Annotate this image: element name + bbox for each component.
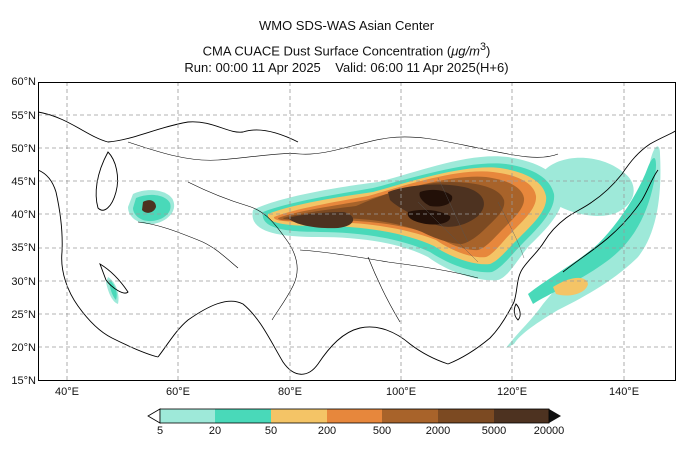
dust-contour-lv20000 — [419, 189, 453, 207]
lon-label: 80°E — [278, 386, 302, 398]
lat-label: 60°N — [11, 76, 36, 88]
lat-label: 20°N — [11, 342, 36, 354]
lat-label: 25°N — [11, 309, 36, 321]
colorbar-tick-label: 2000 — [425, 425, 451, 437]
colorbar-frame — [159, 408, 550, 424]
colorbar-tick-label: 20000 — [533, 425, 565, 437]
lat-label: 30°N — [11, 276, 36, 288]
title-product: CMA CUACE Dust Surface Concentration (μg… — [0, 39, 693, 59]
lon-label: 60°E — [166, 386, 190, 398]
taiwan-coast — [513, 303, 521, 321]
dust-contour-lv5000 — [288, 212, 354, 229]
colorbar-tick-label: 20 — [208, 425, 222, 437]
dust-contour-lv50 — [553, 277, 588, 296]
title-run-valid: Run: 00:00 11 Apr 2025 Valid: 06:00 11 A… — [0, 60, 693, 76]
map-frame — [38, 82, 676, 381]
lon-label: 40°E — [55, 386, 79, 398]
lat-label: 55°N — [11, 110, 36, 122]
border — [137, 221, 239, 269]
lat-label: 40°N — [11, 209, 36, 221]
colorbar-bin — [438, 409, 494, 423]
title-product-prefix: CMA CUACE Dust Surface Concentration ( — [202, 43, 452, 59]
colorbar-bin — [215, 409, 271, 423]
title-center: WMO SDS-WAS Asian Center — [258, 18, 435, 33]
colorbar-bin — [160, 409, 215, 423]
title-product-suffix: ) — [486, 43, 491, 59]
lon-label: 120°E — [496, 386, 528, 398]
japan-coast — [562, 169, 659, 273]
colorbar-arrow-left — [147, 408, 161, 424]
dust-concentration-map — [38, 82, 676, 381]
title-unit: μg/m — [451, 43, 480, 59]
colorbar — [147, 408, 561, 424]
dust-field — [106, 146, 661, 348]
colorbar-arrow-right — [549, 409, 561, 423]
caspian-sea — [95, 151, 119, 211]
run-time: Run: 00:00 11 Apr 2025 — [184, 60, 321, 75]
border — [417, 177, 525, 263]
border — [127, 136, 559, 161]
colorbar-tick-label: 50 — [264, 425, 278, 437]
lat-label: 15°N — [11, 375, 36, 387]
colorbar-tick-label: 5000 — [481, 425, 507, 437]
graticule — [38, 82, 676, 381]
colorbar-tick-label: 5 — [156, 425, 164, 437]
coastline — [38, 169, 159, 358]
lat-label: 45°N — [11, 176, 36, 188]
persian-gulf — [99, 262, 129, 294]
border — [367, 256, 401, 323]
dust-contour-lv20 — [528, 158, 656, 304]
colorbar-tick-label: 500 — [372, 425, 392, 437]
colorbar-bin — [271, 409, 327, 423]
coastline — [157, 300, 449, 375]
lon-label: 100°E — [385, 386, 417, 398]
lat-label: 35°N — [11, 242, 36, 254]
title-unit-exp: 3 — [479, 41, 487, 53]
colorbar-bin — [494, 409, 549, 423]
dust-contour-lv5000 — [142, 200, 156, 213]
coastlines-and-borders — [38, 111, 676, 375]
border — [187, 181, 298, 321]
colorbar-bin — [382, 409, 438, 423]
colorbar-bin — [327, 409, 382, 423]
dust-contour-lv5 — [506, 146, 661, 348]
coastline — [591, 129, 676, 203]
coastline — [447, 201, 593, 365]
valid-time: Valid: 06:00 11 Apr 2025(H+6) — [335, 60, 509, 75]
colorbar-tick-label: 200 — [317, 425, 337, 437]
dust-contour-lv20000 — [407, 209, 451, 225]
dust-contour-lv5 — [543, 157, 634, 216]
lon-label: 140°E — [608, 386, 640, 398]
border — [299, 249, 479, 279]
coastline — [38, 111, 299, 143]
lat-label: 50°N — [11, 143, 36, 155]
